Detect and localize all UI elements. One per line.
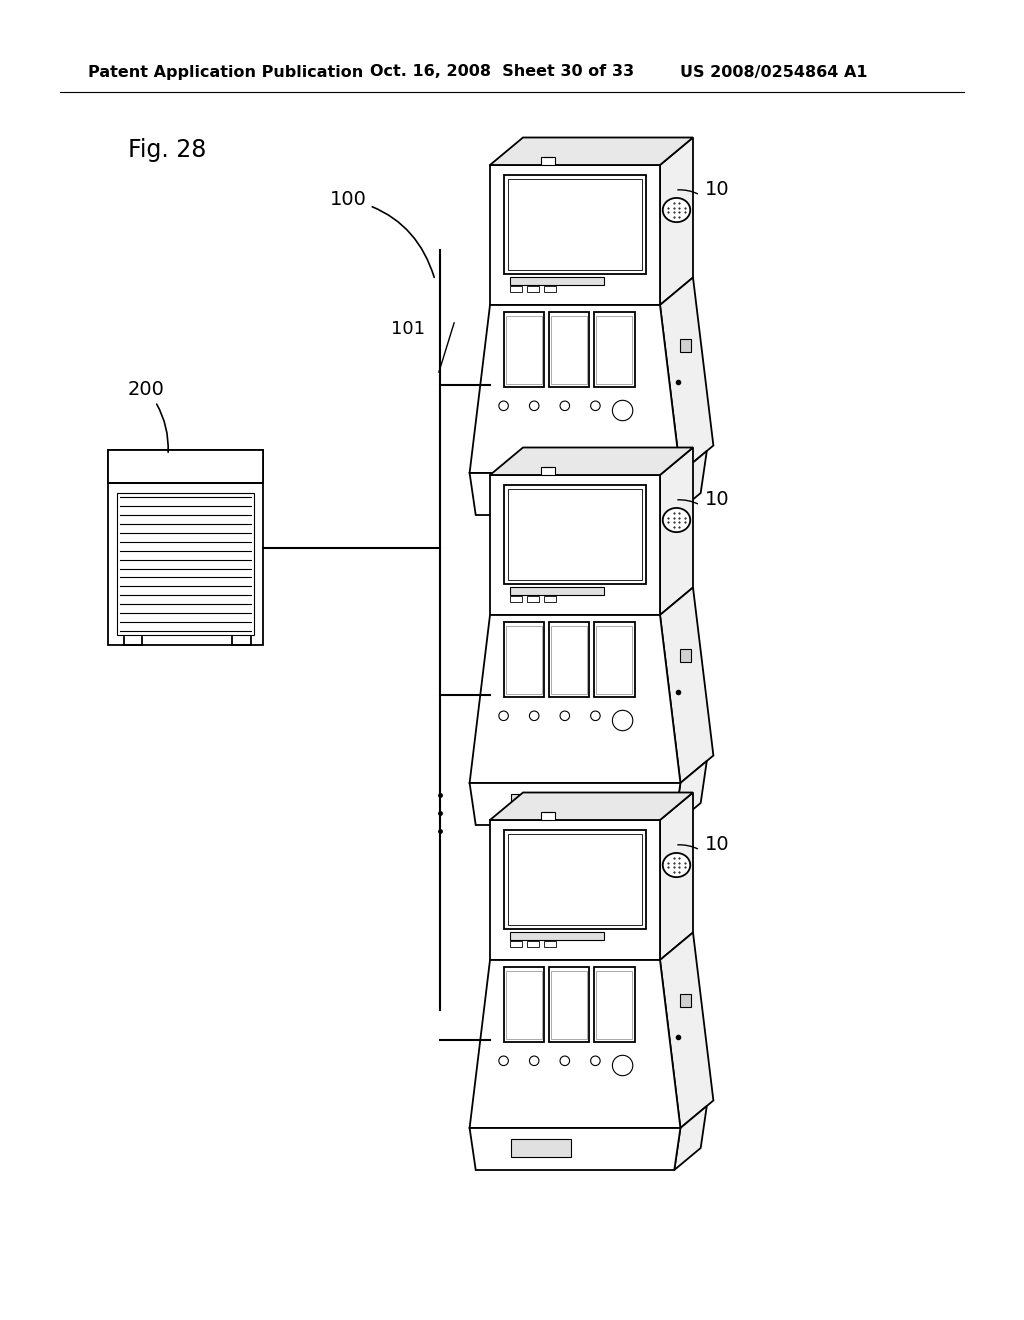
Bar (680, 649, 691, 663)
Bar (545, 941, 556, 948)
Polygon shape (490, 137, 693, 165)
Bar (508, 180, 642, 271)
Bar (596, 626, 633, 693)
Bar (551, 626, 587, 693)
Bar (504, 966, 544, 1043)
Polygon shape (660, 277, 714, 473)
Bar (504, 312, 544, 387)
Bar (511, 483, 571, 503)
Bar (680, 994, 691, 1007)
Bar (596, 970, 633, 1039)
Bar (504, 484, 646, 585)
Bar (508, 834, 642, 925)
Bar (510, 597, 522, 602)
Bar (541, 157, 555, 165)
Bar (551, 970, 587, 1039)
Ellipse shape (663, 508, 690, 532)
Polygon shape (660, 587, 714, 783)
Bar (511, 1138, 571, 1158)
Bar (504, 174, 646, 275)
Polygon shape (470, 1129, 680, 1170)
Text: 10: 10 (705, 490, 730, 510)
Text: US 2008/0254864 A1: US 2008/0254864 A1 (680, 65, 867, 79)
Polygon shape (674, 762, 707, 825)
Ellipse shape (663, 853, 690, 878)
Text: 101: 101 (391, 319, 425, 338)
Bar (504, 830, 646, 929)
Bar (108, 450, 263, 645)
Bar (527, 597, 540, 602)
Polygon shape (490, 820, 660, 960)
Polygon shape (470, 305, 680, 473)
Bar (594, 622, 635, 697)
Polygon shape (674, 1106, 707, 1170)
Bar (549, 312, 589, 387)
Bar (510, 286, 522, 292)
Bar (549, 622, 589, 697)
Text: Oct. 16, 2008  Sheet 30 of 33: Oct. 16, 2008 Sheet 30 of 33 (370, 65, 634, 79)
Polygon shape (490, 447, 693, 475)
Bar (511, 793, 571, 812)
Text: Patent Application Publication: Patent Application Publication (88, 65, 364, 79)
Bar (541, 812, 555, 820)
Bar (510, 587, 604, 594)
Bar (680, 339, 691, 352)
Bar (527, 941, 540, 948)
Bar (545, 597, 556, 602)
Bar (506, 626, 542, 693)
Polygon shape (674, 451, 707, 515)
Polygon shape (660, 447, 693, 615)
Polygon shape (490, 475, 660, 615)
Bar (551, 315, 587, 384)
Text: 10: 10 (705, 836, 730, 854)
Polygon shape (470, 960, 680, 1129)
Bar (504, 622, 544, 697)
Bar (594, 966, 635, 1043)
Bar (549, 966, 589, 1043)
Bar (118, 492, 254, 635)
Text: 100: 100 (330, 190, 434, 277)
Polygon shape (490, 165, 660, 305)
Polygon shape (660, 137, 693, 305)
Polygon shape (490, 792, 693, 820)
Text: 200: 200 (128, 380, 168, 453)
Bar (541, 466, 555, 475)
Bar (510, 932, 604, 940)
Polygon shape (660, 932, 714, 1129)
Polygon shape (470, 615, 680, 783)
Bar (596, 315, 633, 384)
Bar (506, 315, 542, 384)
Text: Fig. 28: Fig. 28 (128, 139, 207, 162)
Bar (508, 488, 642, 579)
Bar (545, 286, 556, 292)
Text: 10: 10 (705, 180, 730, 199)
Polygon shape (660, 792, 693, 960)
Bar (506, 970, 542, 1039)
Ellipse shape (663, 198, 690, 222)
Bar (594, 312, 635, 387)
Bar (510, 941, 522, 948)
Polygon shape (470, 473, 680, 515)
Bar (527, 286, 540, 292)
Polygon shape (470, 783, 680, 825)
Bar (510, 277, 604, 285)
Bar (108, 450, 263, 483)
